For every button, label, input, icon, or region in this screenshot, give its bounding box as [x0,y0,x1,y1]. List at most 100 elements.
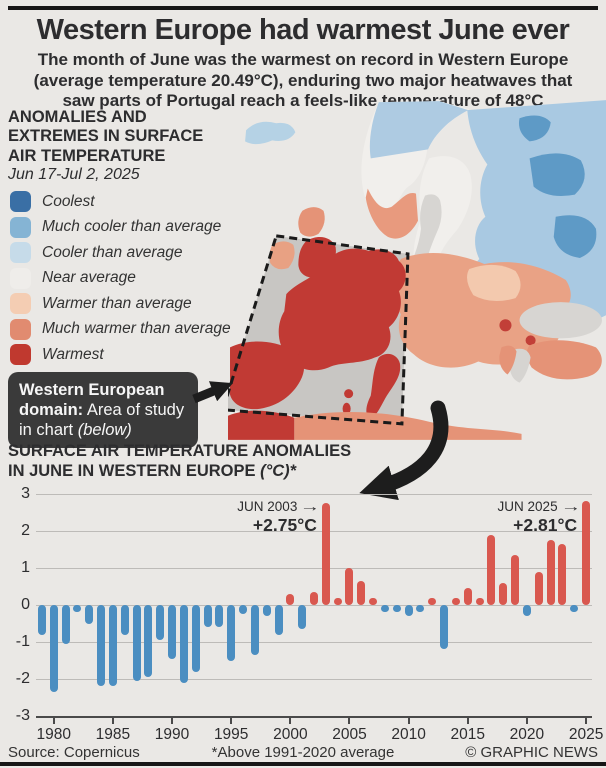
bar-1981 [61,605,70,644]
x-tick-label-2025: 2025 [568,726,604,743]
gridline-0 [36,605,592,606]
bar-2006 [357,580,366,605]
chart-title-line1: SURFACE AIR TEMPERATURE ANOMALIES [8,442,352,460]
annotation-label: JUN 2003 → [237,499,321,514]
map-region-corsica [344,389,354,399]
bar-2010 [404,605,413,617]
y-tick-label: -2 [15,670,30,687]
map-region-greece [499,345,517,375]
bar-1999 [274,605,283,635]
bar-2022 [546,540,555,605]
bar-1990 [168,605,177,659]
bar-2013 [440,605,449,650]
map-patch-red-1 [499,319,512,332]
map-region-south-scandinavia [365,188,419,239]
map-region-north-scandinavia [369,101,469,159]
legend-item-label: Cooler than average [42,243,183,261]
map-region-france-germany [278,248,406,371]
gridline--2 [36,679,592,680]
legend-item-6: Warmest [10,342,240,368]
legend-swatch-4 [10,293,31,315]
y-tick-label: 2 [21,522,30,539]
x-tick-label-1980: 1980 [36,726,71,743]
bar-2020 [522,605,531,617]
callout-arrow [192,381,234,404]
map-region-iceland [245,121,296,145]
bar-1989 [156,605,165,641]
bar-2016 [475,598,484,605]
annotation-arrow-icon: → [299,499,321,514]
bar-1992 [191,605,200,672]
x-tick-2025 [585,718,588,724]
legend-item-label: Near average [42,269,136,287]
chart-title: SURFACE AIR TEMPERATURE ANOMALIES IN JUN… [8,442,488,482]
x-tick-1995 [230,718,233,724]
bar-1995 [227,605,236,661]
x-axis [36,716,592,718]
map-patch-peach [467,264,521,302]
page-title: Western Europe had warmest June ever [36,14,570,46]
legend-swatch-5 [10,318,31,340]
bar-2011 [416,605,425,613]
x-tick-label-2020: 2020 [509,726,545,743]
bar-2012 [428,598,437,605]
baseline-note: *Above 1991-2020 average [211,744,395,761]
europe-anomaly-map [228,100,606,440]
legend-swatch-0 [10,191,31,213]
bottom-rule [0,762,606,766]
x-tick-2020 [525,718,528,724]
annotation-value: +2.75°C [252,514,317,535]
bar-2024 [570,605,579,612]
bar-2003 [321,503,330,605]
map-region-sardinia [342,402,351,415]
x-tick-label-2005: 2005 [332,726,367,743]
bar-2004 [333,597,342,605]
annotation-label: JUN 2025 → [497,499,581,514]
map-patch-red-2 [525,335,536,346]
bar-2000 [286,593,295,605]
source-credit: Source: Copernicus [8,744,140,761]
bar-1985 [108,605,117,687]
bar-2023 [558,543,567,605]
bar-1982 [73,605,82,613]
legend-item-4: Warmer than average [10,291,240,317]
bar-1991 [179,605,188,683]
y-tick-label: -1 [15,633,30,650]
legend-item-2: Cooler than average [10,240,240,266]
domain-callout: Western European domain: Area of study i… [8,372,198,449]
x-tick-label-1995: 1995 [213,726,249,743]
map-region-turkey [526,340,602,380]
bar-1994 [215,605,224,628]
page-subtitle: The month of June was the warmest on rec… [33,50,573,111]
bar-1986 [120,605,129,635]
map-region-north-africa [294,411,522,440]
bar-2005 [345,568,354,605]
legend-item-label: Warmer than average [42,294,192,312]
map-region-ireland [269,241,295,270]
anomaly-bar-chart: 3 2 1 0 -1 -2 -3 1980 1985 1990 1995 2000 2005 2010 20… [16,485,604,743]
bar-1987 [132,605,141,681]
bar-1984 [97,605,106,687]
bar-2019 [511,555,520,605]
bar-1979 [37,605,46,635]
bar-2021 [534,571,543,605]
x-tick-1980 [52,718,55,724]
bar-1996 [239,605,248,615]
legend: Coolest Much cooler than average Cooler th… [10,189,240,368]
publisher-credit: © GRAPHIC NEWS [465,744,598,761]
bar-1988 [144,605,153,678]
bar-2025 [582,501,591,605]
map-patch-blue-1 [518,115,551,142]
x-tick-label-2000: 2000 [273,726,308,743]
bar-2002 [310,592,318,605]
x-tick-1990 [171,718,174,724]
legend-date-range: Jun 17-Jul 2, 2025 [8,166,140,183]
x-tick-1985 [111,718,114,724]
map-region-scotland [298,207,325,237]
legend-item-1: Much cooler than average [10,215,240,241]
bar-2001 [298,605,307,630]
x-tick-2000 [289,718,292,724]
chart-title-line2: IN JUNE IN WESTERN EUROPE [8,461,256,480]
legend-swatch-2 [10,242,31,264]
annotation-2003: JUN 2003 → +2.75°C [237,499,321,535]
